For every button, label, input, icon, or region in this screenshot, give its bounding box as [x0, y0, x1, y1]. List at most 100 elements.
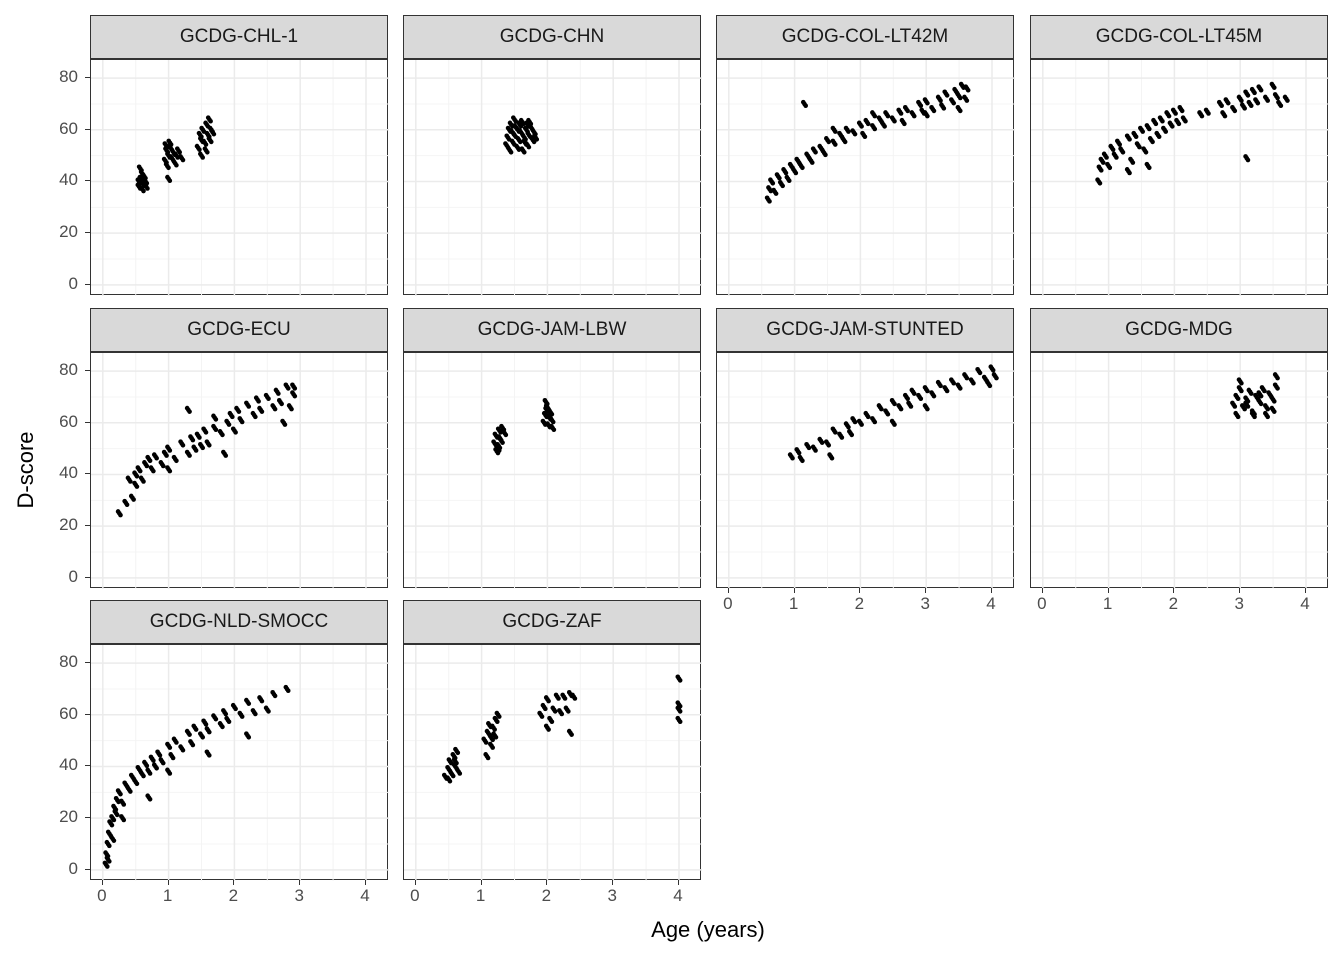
data-point: [1239, 380, 1244, 386]
data-point: [1146, 165, 1152, 171]
data-point: [206, 729, 212, 735]
data-point: [846, 129, 851, 134]
data-point: [809, 160, 815, 165]
y-tick-label: 60: [59, 118, 78, 138]
facet-panel: [1030, 59, 1329, 296]
x-tick-label: 4: [1300, 594, 1310, 613]
data-point: [1239, 388, 1244, 394]
data-point: [1255, 100, 1261, 106]
data-point: [1179, 108, 1185, 114]
data-point: [259, 698, 265, 704]
data-point: [213, 427, 219, 433]
y-tick-label: 20: [59, 807, 78, 827]
data-point: [1170, 124, 1175, 129]
data-point: [147, 797, 153, 802]
data-point: [1146, 126, 1152, 132]
data-point: [213, 417, 219, 422]
data-point: [796, 450, 802, 456]
data-point: [1176, 121, 1182, 127]
panel-canvas: [91, 645, 389, 881]
data-point: [1183, 118, 1188, 124]
data-point: [121, 817, 127, 823]
data-point: [1258, 401, 1264, 407]
x-tick-mark: [1107, 588, 1109, 593]
data-point: [783, 170, 789, 176]
data-point: [1232, 404, 1238, 409]
data-point: [137, 180, 143, 186]
y-tick-mark: [85, 473, 90, 475]
x-tick-mark: [1173, 588, 1175, 593]
data-point: [964, 98, 970, 103]
data-point: [279, 401, 284, 407]
data-point: [852, 131, 858, 137]
data-point: [170, 755, 176, 761]
data-point: [187, 453, 192, 458]
x-tick-label: 0: [97, 886, 107, 905]
data-point: [1258, 87, 1264, 93]
y-tick-mark: [85, 576, 90, 578]
data-point: [1248, 391, 1254, 396]
data-point: [1097, 180, 1103, 186]
data-point: [1133, 134, 1139, 140]
y-tick-label: 60: [59, 411, 78, 431]
data-point: [200, 734, 206, 740]
data-point: [1114, 155, 1119, 160]
data-point: [292, 386, 298, 391]
data-point: [885, 113, 891, 119]
data-point: [1242, 106, 1247, 111]
data-point: [800, 165, 805, 171]
data-point: [1248, 103, 1254, 109]
y-tick-mark: [85, 421, 90, 423]
data-point: [174, 162, 179, 168]
data-point: [226, 719, 232, 725]
data-point: [823, 152, 828, 158]
data-point: [1252, 414, 1257, 420]
data-point: [508, 149, 514, 155]
x-tick-mark: [1304, 588, 1306, 593]
data-point: [944, 93, 950, 98]
facet-strip: GCDG-COL-LT45M: [1030, 15, 1328, 59]
data-point: [1235, 396, 1241, 402]
data-point: [272, 693, 278, 699]
facet-panel: [90, 352, 389, 589]
data-point: [494, 719, 500, 725]
data-point: [569, 732, 574, 737]
facet-panel: [1030, 352, 1329, 589]
x-tick-label: 3: [1234, 594, 1244, 613]
data-point: [1265, 98, 1271, 103]
facet-strip: GCDG-JAM-LBW: [403, 308, 701, 352]
data-point: [839, 435, 845, 440]
data-point: [931, 393, 937, 399]
data-point: [493, 734, 499, 740]
data-point: [128, 789, 133, 794]
facet-panel: [716, 352, 1015, 589]
data-point: [526, 124, 532, 129]
data-point: [1258, 393, 1264, 399]
data-point: [511, 131, 517, 137]
data-point: [233, 430, 238, 435]
data-point: [829, 455, 835, 461]
panel-canvas: [717, 353, 1015, 589]
data-point: [552, 709, 558, 714]
data-point: [1271, 85, 1277, 90]
data-point: [193, 727, 199, 732]
data-point: [166, 165, 171, 171]
data-point: [1173, 111, 1178, 116]
data-point: [164, 453, 169, 458]
data-point: [107, 859, 112, 864]
data-point: [114, 812, 120, 818]
data-point: [872, 113, 878, 119]
facet-strip: GCDG-ZAF: [403, 600, 701, 644]
x-tick-label: 1: [788, 594, 799, 613]
x-tick-mark: [677, 880, 679, 885]
data-point: [566, 709, 571, 714]
data-point: [544, 401, 550, 407]
data-point: [516, 129, 522, 134]
data-point: [131, 497, 136, 502]
y-tick-label: 80: [59, 360, 78, 380]
x-tick-label: 0: [723, 594, 733, 613]
data-point: [246, 734, 252, 740]
data-point: [1104, 155, 1109, 160]
data-point: [285, 386, 291, 391]
y-tick-label: 0: [68, 273, 78, 293]
